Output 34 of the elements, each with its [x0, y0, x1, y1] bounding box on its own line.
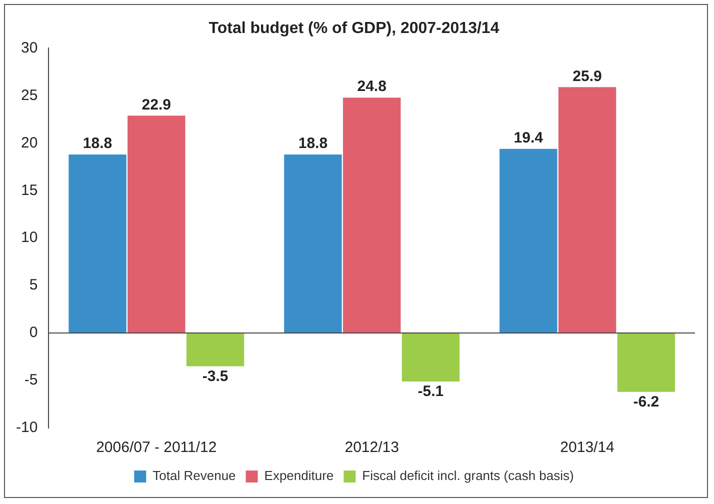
data-label: 25.9: [572, 68, 602, 85]
data-label: -6.2: [633, 394, 660, 411]
y-tick-label: 15: [20, 182, 38, 199]
x-tick-label: 2012/13: [344, 439, 399, 456]
x-tick-label: 2013/14: [560, 439, 614, 456]
y-tick-label: 5: [29, 276, 38, 294]
chart-title: Total budget (% of GDP), 2007-2013/14: [208, 20, 500, 38]
legend-label: Fiscal deficit incl. grants (cash basis): [362, 468, 574, 484]
data-label: 18.8: [82, 135, 112, 152]
data-label: 24.8: [357, 78, 386, 96]
y-tick-label: -10: [16, 419, 38, 436]
legend-label: Total Revenue: [152, 468, 236, 484]
bar: [500, 148, 558, 334]
data-label: 22.9: [142, 96, 171, 114]
data-label: -5.1: [418, 383, 444, 400]
data-label: -3.5: [202, 368, 228, 385]
bar: [284, 154, 342, 334]
y-tick-label: 25: [20, 86, 38, 104]
data-label: 18.8: [298, 135, 328, 152]
bar: [128, 116, 186, 334]
bar: [617, 333, 676, 392]
bar: [402, 333, 460, 382]
x-tick-label: 2006/07 - 2011/12: [96, 439, 217, 456]
y-tick-label: 10: [20, 229, 38, 246]
y-tick-label: 0: [29, 324, 38, 342]
bar: [558, 87, 616, 334]
legend-label: Expenditure: [264, 468, 334, 484]
bar: [186, 333, 244, 366]
bar: [342, 98, 401, 334]
y-tick-label: 20: [20, 134, 38, 152]
data-label: 19.4: [514, 129, 544, 146]
y-tick-label: 30: [20, 39, 38, 56]
bar: [68, 154, 126, 334]
y-tick-label: -5: [24, 372, 38, 389]
